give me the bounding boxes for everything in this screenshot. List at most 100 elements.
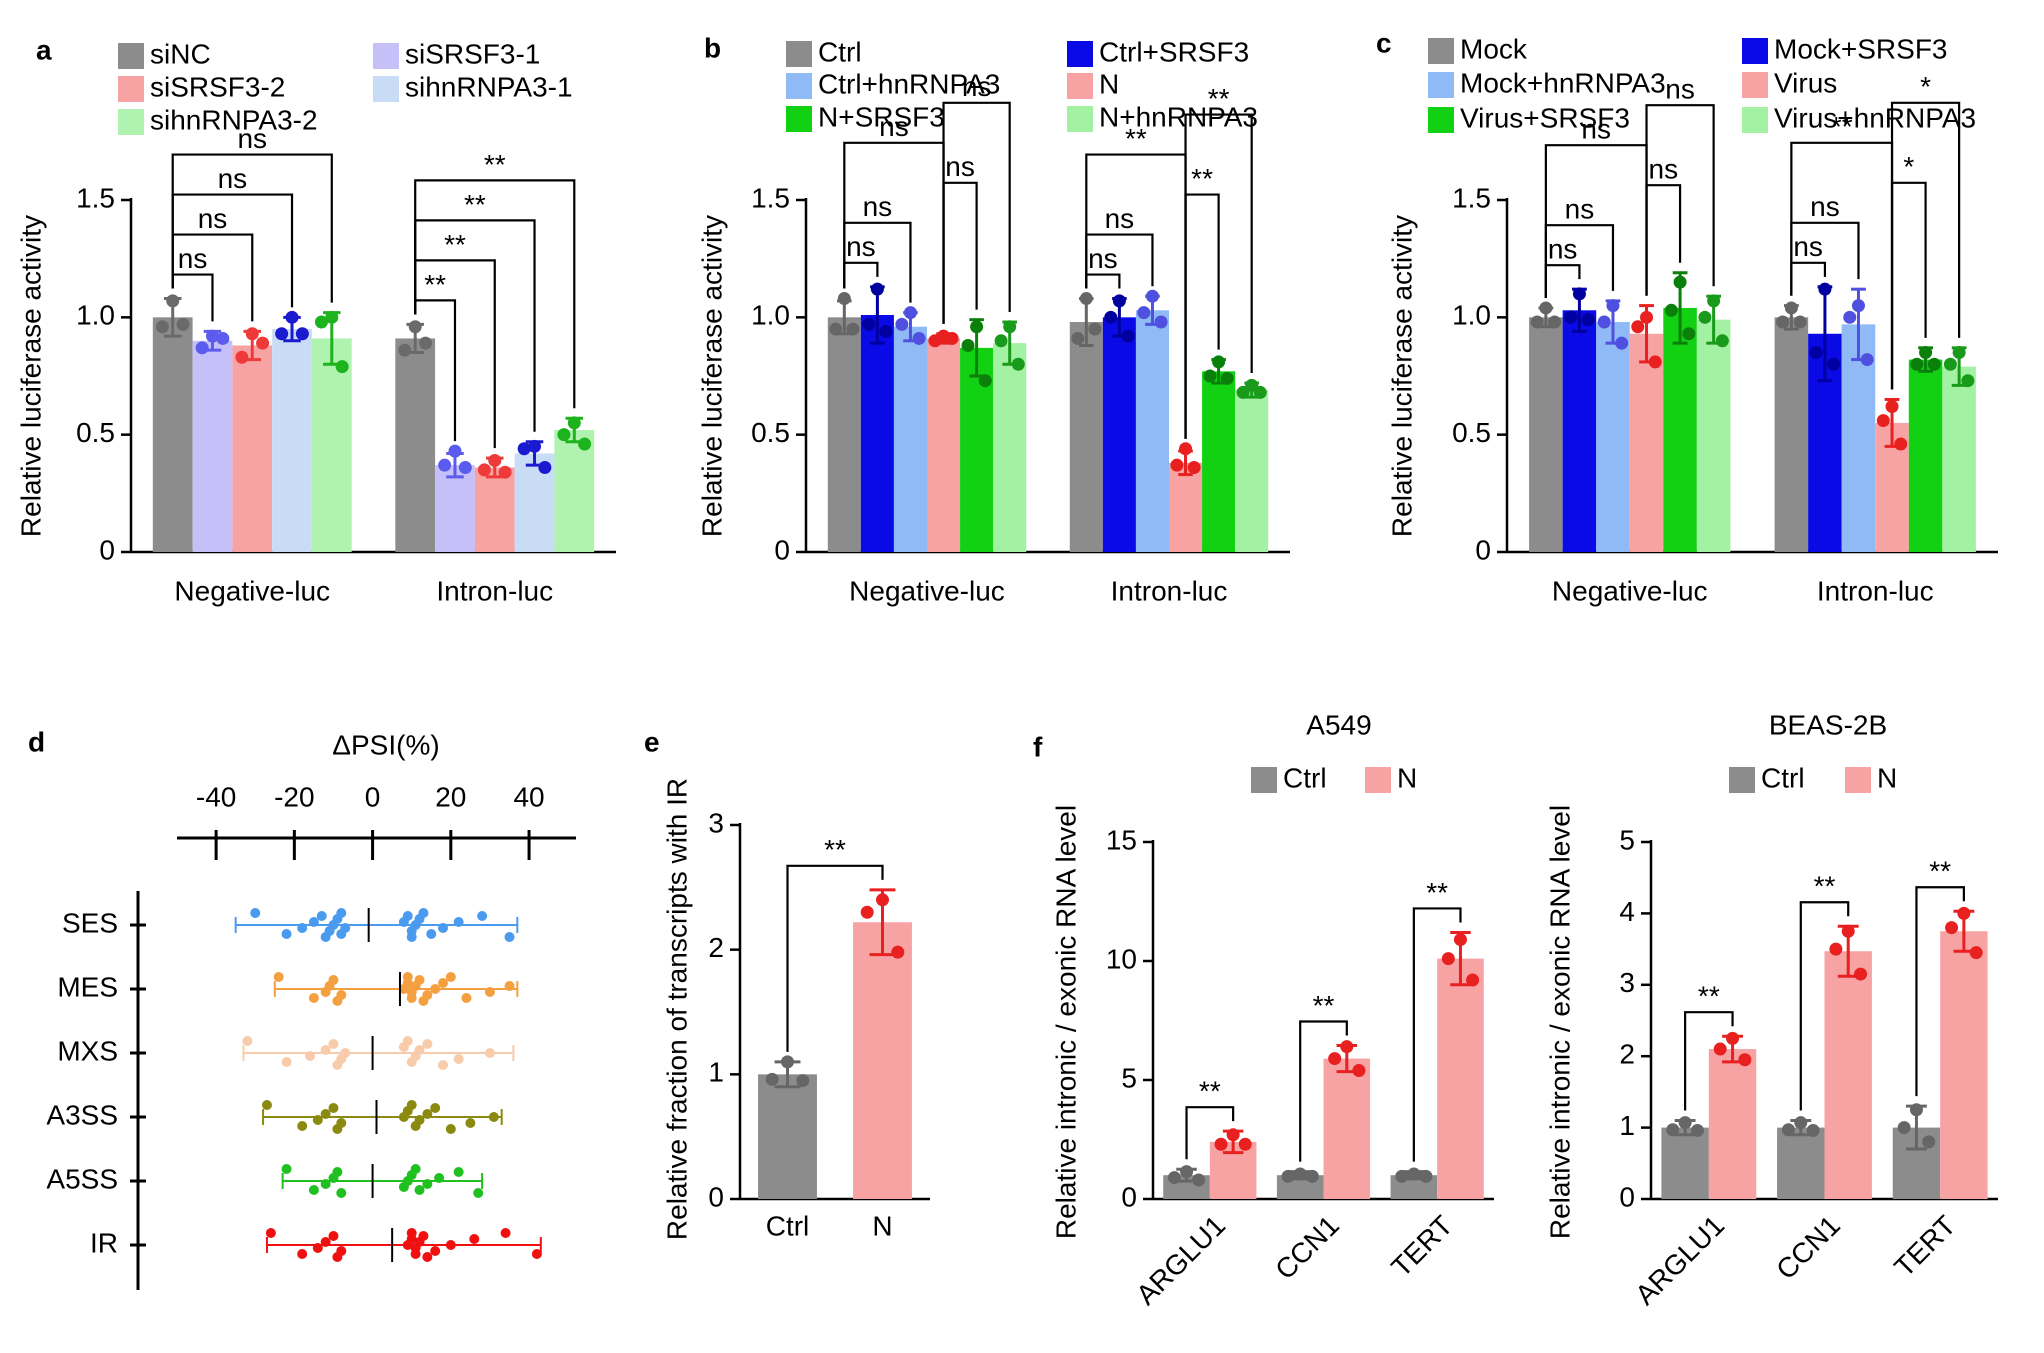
data-point: [410, 1164, 421, 1174]
bar: [827, 317, 861, 552]
significance-label: *: [1903, 151, 1914, 182]
data-point: [1615, 336, 1629, 350]
y-tick-label: 0: [99, 534, 115, 565]
data-point: [488, 453, 502, 467]
data-point: [1112, 294, 1126, 308]
data-point: [328, 1103, 339, 1113]
legend-swatch: [1428, 38, 1454, 64]
bar: [1774, 317, 1809, 552]
row-label: A3SS: [46, 1099, 118, 1130]
data-point: [430, 984, 441, 994]
data-point: [1876, 414, 1890, 428]
x-tick-label: Negative-luc: [1552, 575, 1708, 606]
y-axis-label: Relative luciferase activity: [15, 215, 46, 537]
data-point: [1640, 310, 1654, 324]
legend-swatch: [1742, 72, 1768, 98]
significance-bracket: [1412, 907, 1462, 1162]
significance-label: ns: [218, 163, 248, 194]
data-point: [336, 1188, 347, 1198]
significance-label: **: [1698, 981, 1720, 1012]
data-point: [453, 917, 464, 927]
data-point: [895, 317, 909, 331]
legend-label: Virus+hnRNPA3: [1774, 102, 1976, 133]
data-point: [1909, 1103, 1923, 1117]
significance-label: ns: [237, 123, 267, 154]
significance-label: **: [1191, 163, 1213, 194]
significance-label: **: [484, 149, 506, 180]
data-point: [166, 294, 180, 308]
y-tick-label: 5: [1121, 1062, 1137, 1093]
row-label: IR: [90, 1227, 118, 1258]
panel-letter: b: [704, 32, 721, 63]
significance-bracket: [1185, 1106, 1235, 1160]
bar: [1708, 1049, 1757, 1199]
data-point: [305, 1051, 315, 1061]
data-point: [1011, 357, 1025, 371]
data-point: [498, 465, 512, 479]
data-point: [1818, 282, 1832, 296]
y-tick-label: 1.0: [76, 300, 115, 331]
data-point: [438, 458, 452, 472]
significance-label: *: [1920, 71, 1931, 102]
data-point: [438, 923, 448, 933]
data-point: [402, 911, 413, 921]
data-point: [1453, 933, 1467, 947]
data-point: [1784, 301, 1798, 315]
data-point: [1214, 1137, 1228, 1151]
data-point: [320, 1109, 331, 1119]
data-point: [281, 1057, 292, 1067]
data-point: [445, 972, 456, 982]
data-point: [434, 1173, 445, 1183]
data-point: [1395, 1169, 1409, 1183]
y-tick-label: 1: [1619, 1110, 1635, 1141]
significance-label: **: [824, 834, 846, 865]
data-point: [1530, 315, 1544, 329]
bar: [395, 338, 436, 552]
data-point: [1943, 357, 1957, 371]
bar: [272, 329, 312, 552]
legend-label: Ctrl+hnRNPA3: [818, 68, 1000, 99]
significance-label: ns: [945, 151, 975, 182]
data-point: [1220, 371, 1234, 385]
data-point: [414, 975, 425, 985]
data-point: [328, 1039, 339, 1049]
legend-label: N: [1877, 762, 1897, 793]
data-point: [1631, 320, 1645, 334]
chart-title: A549: [1306, 709, 1371, 740]
data-point: [912, 331, 926, 345]
data-point: [314, 315, 328, 329]
legend-swatch: [118, 76, 144, 102]
significance-bracket: [171, 153, 333, 303]
data-point: [891, 945, 905, 959]
significance-bracket: [786, 864, 884, 1052]
legend-swatch: [1067, 106, 1093, 132]
data-point: [340, 923, 351, 933]
legend-swatch: [1067, 73, 1093, 99]
legend-swatch: [373, 76, 399, 102]
data-point: [1466, 973, 1480, 987]
y-tick-label: 1.0: [751, 300, 790, 331]
bar: [853, 922, 912, 1199]
significance-label: **: [464, 189, 486, 220]
data-point: [469, 1234, 480, 1244]
significance-label: **: [1313, 990, 1335, 1021]
data-point: [312, 1115, 323, 1125]
data-point: [567, 416, 581, 430]
data-point: [1137, 306, 1151, 320]
x-tick-label: Intron-luc: [436, 575, 553, 606]
data-point: [176, 317, 190, 331]
significance-label: ns: [1810, 191, 1840, 222]
bar: [993, 343, 1027, 552]
legend-label: Ctrl: [1761, 762, 1805, 793]
data-point: [1238, 1137, 1252, 1151]
data-point: [422, 1252, 433, 1262]
legend-swatch: [1067, 41, 1093, 67]
data-point: [1226, 1128, 1240, 1142]
data-point: [281, 929, 292, 939]
data-point: [504, 932, 515, 942]
chart-title: BEAS-2B: [1769, 709, 1887, 740]
data-point: [765, 1072, 779, 1086]
bar: [192, 340, 233, 552]
significance-label: ns: [846, 231, 876, 262]
